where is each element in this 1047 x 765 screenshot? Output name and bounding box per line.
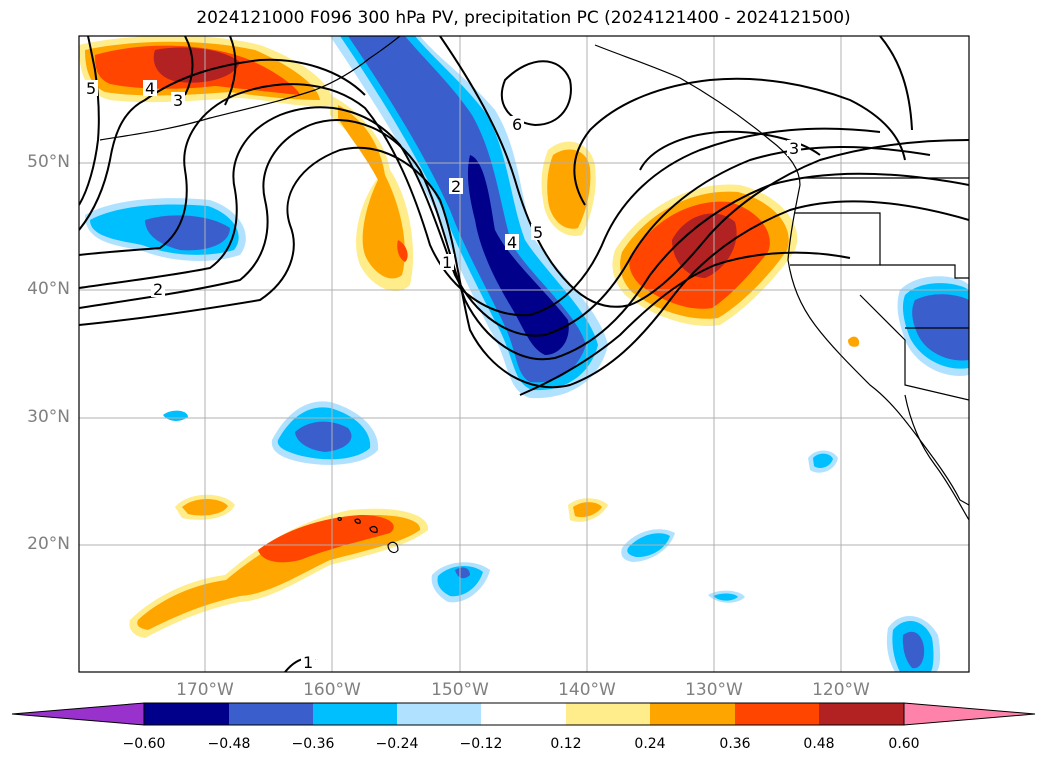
lon-label-140w: 140°W bbox=[558, 680, 616, 700]
anomaly-negative-spot-5-inner bbox=[813, 453, 833, 468]
bc-coast bbox=[594, 44, 801, 186]
pv-contour-8 bbox=[573, 77, 906, 206]
lat-label-20n: 20°N bbox=[27, 534, 70, 554]
pv-contours bbox=[79, 36, 969, 672]
gridlines bbox=[79, 36, 969, 672]
contour-label-group: 5 4 3 2 6 3 2 1 5 4 1 bbox=[84, 79, 801, 672]
anomaly-negative-south-core bbox=[902, 631, 925, 669]
hawaii-4 bbox=[337, 517, 342, 521]
pv-contour-10 bbox=[500, 60, 572, 127]
pv-contour-3 bbox=[79, 106, 931, 337]
colorbar-tick-label: 0.36 bbox=[719, 736, 751, 752]
pv-contour-5 bbox=[79, 58, 366, 231]
colorbar-tick-label: −0.24 bbox=[375, 736, 419, 752]
pv-contour-7 bbox=[439, 36, 969, 308]
contour-label: 4 bbox=[507, 233, 517, 252]
colorbar-frame bbox=[143, 702, 905, 726]
contour-label: 5 bbox=[86, 79, 96, 98]
hawaii-2 bbox=[369, 526, 378, 533]
anomaly-negative-spot-4-inner bbox=[713, 593, 738, 601]
colorbar-bin bbox=[566, 703, 650, 725]
anomaly-negative-trough-core bbox=[467, 155, 569, 355]
colorbar-bin bbox=[735, 703, 819, 725]
contour-label: 2 bbox=[153, 280, 163, 299]
pv-contour-4 bbox=[79, 83, 881, 317]
pv-contour-12 bbox=[224, 36, 237, 106]
anomaly-positive-spot-3 bbox=[848, 336, 860, 347]
hawaii-1 bbox=[387, 541, 399, 554]
colorbar-bin bbox=[650, 703, 735, 725]
anomaly-positive-tongue-inner bbox=[338, 105, 405, 279]
contour-label: 1 bbox=[303, 653, 313, 672]
colorbar-bin bbox=[229, 703, 313, 725]
lon-label-170w: 170°W bbox=[176, 680, 234, 700]
anomaly-positive-tongue-core bbox=[397, 240, 408, 262]
colorbar-bin bbox=[481, 703, 566, 725]
colorbar-tick-label: −0.36 bbox=[291, 736, 335, 752]
colorbar-extend-low bbox=[11, 702, 145, 726]
lat-label-50n: 50°N bbox=[27, 152, 70, 172]
baja bbox=[904, 394, 969, 521]
anomaly-negative-spot-2-core bbox=[455, 567, 470, 579]
map-frame bbox=[78, 35, 970, 673]
state-line-1 bbox=[790, 212, 881, 266]
hawaii-3 bbox=[354, 518, 361, 524]
contour-label: 3 bbox=[789, 139, 799, 158]
colorbar-tick-label: 0.12 bbox=[550, 736, 582, 752]
state-line-3 bbox=[859, 294, 969, 401]
colorbar-extend-high bbox=[903, 702, 1036, 726]
anomaly-positive-130w-max bbox=[672, 213, 737, 278]
anomaly-positive-140w-inner bbox=[547, 149, 591, 229]
contour-label: 3 bbox=[173, 91, 183, 110]
lon-label-130w: 130°W bbox=[685, 680, 743, 700]
lat-label-30n: 30°N bbox=[27, 407, 70, 427]
pv-contour-6 bbox=[79, 36, 100, 206]
contour-label: 2 bbox=[451, 177, 461, 196]
lon-label-120w: 120°W bbox=[812, 680, 870, 700]
shaded-anomalies bbox=[79, 36, 969, 672]
colorbar bbox=[11, 702, 1036, 726]
anomaly-positive-hawaii-core bbox=[258, 515, 394, 563]
colorbar-bin bbox=[819, 703, 904, 725]
alaska-coast bbox=[99, 36, 401, 141]
colorbar-tick-label: −0.12 bbox=[459, 736, 503, 752]
anomaly-negative-east-core bbox=[912, 294, 969, 361]
us-west-coast bbox=[787, 184, 969, 506]
colorbar-bin bbox=[313, 703, 397, 725]
state-line-2 bbox=[880, 264, 969, 279]
pv-contour-11 bbox=[519, 251, 851, 396]
pv-contour-14 bbox=[879, 36, 913, 131]
colorbar-tick-label: 0.48 bbox=[803, 736, 835, 752]
pv-contour-13 bbox=[184, 36, 194, 96]
contour-label: 5 bbox=[533, 223, 543, 242]
colorbar-bin bbox=[397, 703, 481, 725]
contour-label: 4 bbox=[145, 79, 155, 98]
colorbar-bin bbox=[144, 703, 229, 725]
contour-label: 1 bbox=[442, 253, 452, 272]
lat-label-40n: 40°N bbox=[27, 279, 70, 299]
lon-label-150w: 150°W bbox=[431, 680, 489, 700]
colorbar-tick-label: −0.60 bbox=[122, 736, 166, 752]
anomaly-positive-nw-max bbox=[153, 47, 240, 83]
anomaly-negative-160w-core bbox=[295, 421, 352, 452]
colorbar-tick-label: −0.48 bbox=[207, 736, 251, 752]
coastlines bbox=[99, 36, 969, 554]
pv-contour-2 bbox=[79, 119, 969, 361]
contour-label: 6 bbox=[512, 115, 522, 134]
colorbar-tick-label: 0.60 bbox=[888, 736, 920, 752]
map-title: 2024121000 F096 300 hPa PV, precipitatio… bbox=[196, 8, 851, 28]
colorbar-tick-label: 0.24 bbox=[634, 736, 666, 752]
lon-label-160w: 160°W bbox=[303, 680, 361, 700]
